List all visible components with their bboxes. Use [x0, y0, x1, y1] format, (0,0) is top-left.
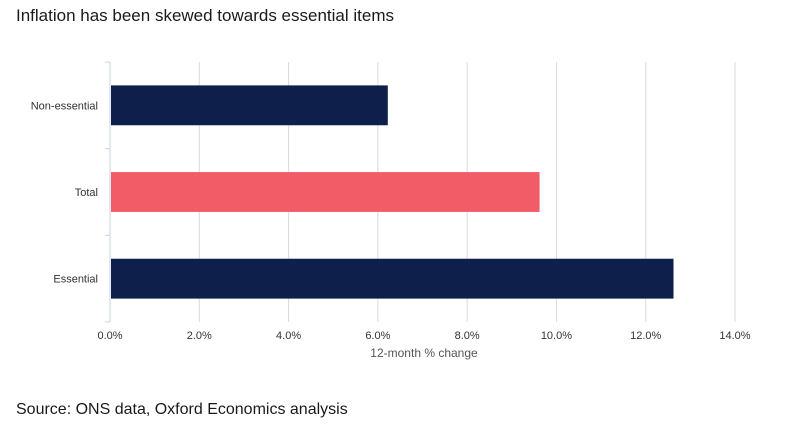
bar-total [111, 172, 540, 212]
x-axis-title: 12-month % change [370, 346, 478, 360]
category-label-1: Total [75, 187, 98, 199]
x-tick-labels: 0.0% 2.0% 4.0% 6.0% 8.0% 10.0% 12.0% 14.0% [97, 330, 750, 342]
x-tick-label-3: 6.0% [365, 330, 390, 342]
x-tick-label-6: 12.0% [630, 330, 661, 342]
x-tick-label-4: 8.0% [455, 330, 480, 342]
bar-essential [111, 258, 674, 299]
category-label-0: Non-essential [31, 100, 98, 112]
category-labels: Non-essential Total Essential [31, 100, 98, 285]
y-axis [105, 61, 111, 323]
source-note: Source: ONS data, Oxford Economics analy… [16, 401, 348, 418]
bars [111, 85, 674, 299]
x-tick-label-2: 4.0% [276, 330, 301, 342]
x-tick-label-7: 14.0% [719, 330, 750, 342]
bar-non-essential [111, 85, 388, 126]
x-tick-label-1: 2.0% [187, 330, 212, 342]
chart-title: Inflation has been skewed towards essent… [16, 6, 394, 25]
x-tick-label-5: 10.0% [541, 330, 572, 342]
category-label-2: Essential [53, 274, 98, 286]
x-tick-label-0: 0.0% [97, 330, 122, 342]
